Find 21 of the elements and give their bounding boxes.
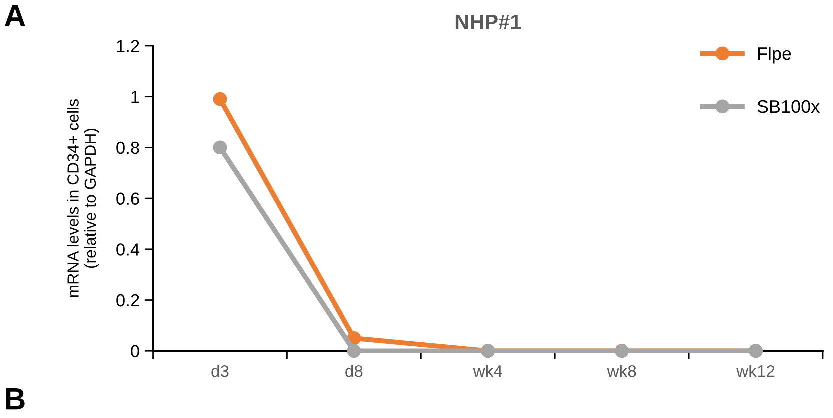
y-tick-label: 0.2 [116, 294, 140, 307]
y-tick-label: 1 [132, 91, 140, 104]
text: A [4, 5, 26, 26]
x-tick-label: wk4 [473, 365, 502, 378]
y-tick-label: 1.2 [117, 40, 140, 52]
y-tick-label: 0 [131, 345, 140, 358]
x-tick-label: wk12 [736, 365, 775, 378]
chart-title: NHP#1 [456, 14, 522, 30]
point [213, 92, 228, 106]
y-tick-label: 0.8 [116, 142, 140, 154]
y-tick-label: 0.4 [116, 244, 140, 256]
y-axis-title: mRNA levels in CD34+ cells (relative to GAPDH) [67, 99, 100, 298]
point [347, 344, 362, 358]
y-tick-label: 0.6 [116, 192, 140, 206]
x-tick-label: wk8 [607, 365, 636, 378]
x-tick-label: d3 [212, 365, 229, 378]
point [213, 140, 228, 155]
legend-label: SB100x [758, 100, 820, 114]
text: B [6, 388, 25, 410]
x-tick-label: d8 [346, 365, 363, 378]
legend-label: Flpe [758, 46, 792, 64]
